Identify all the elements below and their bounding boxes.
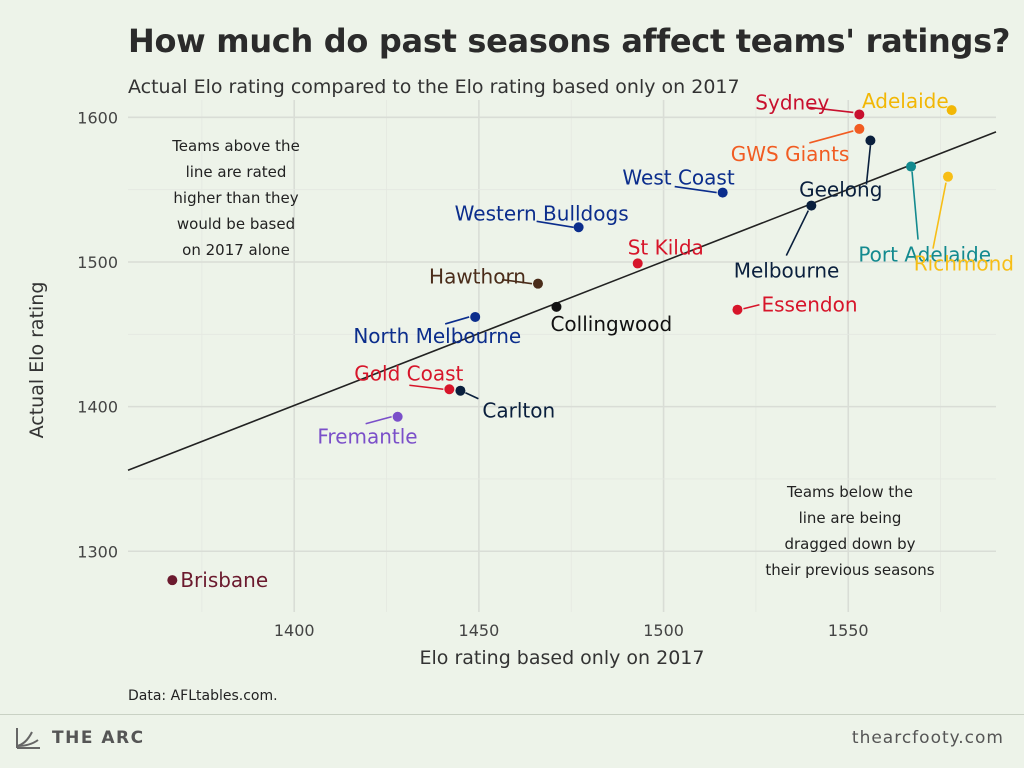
y-axis-title: Actual Elo rating bbox=[26, 282, 48, 439]
label-geelong: Geelong bbox=[799, 177, 882, 201]
team-labels: Sydney Adelaide GWS Giants Geelong Port Adel… bbox=[180, 89, 1014, 592]
label-gold-coast: Gold Coast bbox=[354, 361, 463, 385]
y-tick-label: 1500 bbox=[77, 253, 118, 272]
leader-fremantle bbox=[365, 415, 392, 425]
leader-gold-coast bbox=[409, 384, 444, 391]
label-sydney: Sydney bbox=[755, 90, 829, 114]
annotation-line: dragged down by bbox=[784, 535, 915, 553]
y-tick-label: 1300 bbox=[77, 542, 118, 561]
annotation-line: their previous seasons bbox=[765, 561, 934, 579]
label-western-bulldogs: Western Bulldogs bbox=[455, 201, 629, 225]
label-north-melbourne: North Melbourne bbox=[353, 324, 521, 348]
footer-divider bbox=[0, 714, 1024, 715]
y-tick-label: 1600 bbox=[77, 108, 118, 127]
leader-gws-giants bbox=[809, 130, 854, 144]
annotation-above-line: Teams above the line are rated higher than… bbox=[171, 137, 300, 259]
y-tick-label: 1400 bbox=[77, 398, 118, 417]
x-tick-label: 1400 bbox=[274, 621, 315, 640]
point-geelong bbox=[865, 135, 876, 146]
label-brisbane: Brisbane bbox=[180, 568, 268, 592]
leader-carlton bbox=[465, 391, 479, 400]
annotation-line: higher than they bbox=[173, 189, 298, 207]
grid bbox=[128, 100, 996, 612]
annotation-line: line are rated bbox=[186, 163, 287, 181]
point-adelaide bbox=[946, 105, 957, 116]
point-gold-coast bbox=[444, 384, 455, 395]
label-gws-giants: GWS Giants bbox=[731, 142, 850, 166]
annotation-line: line are being bbox=[799, 509, 902, 527]
point-brisbane bbox=[167, 575, 178, 586]
brand: THE ARC bbox=[14, 726, 145, 750]
label-west-coast: West Coast bbox=[622, 166, 734, 190]
label-adelaide: Adelaide bbox=[862, 89, 949, 113]
label-hawthorn: Hawthorn bbox=[429, 265, 526, 289]
points bbox=[167, 105, 957, 586]
point-western-bulldogs bbox=[573, 222, 584, 233]
leader-geelong bbox=[865, 145, 872, 185]
leader-western-bulldogs bbox=[536, 220, 574, 229]
label-essendon: Essendon bbox=[761, 293, 857, 317]
label-richmond: Richmond bbox=[914, 252, 1014, 276]
point-carlton bbox=[455, 385, 466, 396]
point-melbourne bbox=[806, 200, 817, 211]
reference-line-group bbox=[127, 131, 997, 472]
leader-port-adelaide bbox=[911, 171, 919, 240]
scatter-chart: 1400 1450 1500 1550 1300 1400 1500 1600 Sydney A… bbox=[26, 89, 1014, 669]
point-essendon bbox=[732, 304, 743, 315]
leader-sydney bbox=[809, 106, 854, 114]
annotation-below-line: Teams below the line are being dragged dow… bbox=[765, 483, 934, 579]
x-axis-title: Elo rating based only on 2017 bbox=[420, 647, 705, 669]
leader-north-melbourne bbox=[444, 316, 470, 325]
data-source-note: Data: AFLtables.com. bbox=[128, 688, 278, 704]
label-port-adelaide: Port Adelaide bbox=[858, 243, 991, 267]
point-fremantle bbox=[392, 411, 403, 422]
point-north-melbourne bbox=[470, 311, 481, 322]
leader-essendon bbox=[743, 303, 760, 310]
leader-melbourne bbox=[785, 210, 810, 256]
annotation-line: Teams above the bbox=[171, 137, 300, 155]
point-st-kilda bbox=[632, 258, 643, 269]
label-melbourne: Melbourne bbox=[734, 259, 840, 283]
label-leaders bbox=[365, 106, 947, 425]
chart-subtitle: Actual Elo rating compared to the Elo ra… bbox=[128, 76, 740, 98]
point-west-coast bbox=[717, 187, 728, 198]
leader-hawthorn bbox=[501, 278, 533, 285]
point-hawthorn bbox=[532, 278, 543, 289]
site-url[interactable]: thearcfooty.com bbox=[851, 728, 1004, 748]
label-carlton: Carlton bbox=[482, 399, 555, 423]
annotation-line: on 2017 alone bbox=[182, 241, 290, 259]
label-fremantle: Fremantle bbox=[317, 425, 417, 449]
point-port-adelaide bbox=[906, 161, 917, 172]
brand-name: THE ARC bbox=[52, 728, 145, 748]
point-richmond bbox=[942, 171, 953, 182]
leader-west-coast bbox=[674, 185, 717, 194]
arc-logo-icon bbox=[16, 728, 40, 749]
point-collingwood bbox=[551, 301, 562, 312]
point-sydney bbox=[854, 109, 865, 120]
leader-richmond bbox=[932, 182, 947, 249]
label-st-kilda: St Kilda bbox=[628, 235, 704, 259]
reference-line bbox=[127, 131, 997, 472]
annotation-line: Teams below the bbox=[786, 483, 913, 501]
x-tick-label: 1550 bbox=[828, 621, 869, 640]
annotations: Teams above the line are rated higher than… bbox=[171, 137, 935, 579]
x-tick-label: 1450 bbox=[459, 621, 500, 640]
x-tick-label: 1500 bbox=[643, 621, 684, 640]
point-gws-giants bbox=[854, 123, 865, 134]
tick-labels: 1400 1450 1500 1550 1300 1400 1500 1600 bbox=[77, 108, 868, 640]
chart-title: How much do past seasons affect teams' r… bbox=[128, 22, 1011, 60]
annotation-line: would be based bbox=[177, 215, 295, 233]
label-collingwood: Collingwood bbox=[550, 312, 672, 336]
